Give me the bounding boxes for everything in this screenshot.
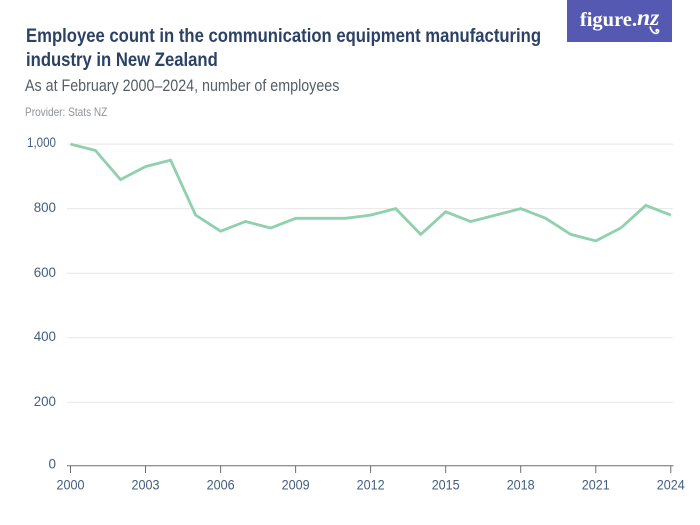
svg-text:2018: 2018: [507, 477, 535, 493]
svg-text:2012: 2012: [357, 477, 385, 493]
svg-text:2009: 2009: [282, 477, 310, 493]
svg-text:2024: 2024: [657, 477, 685, 493]
svg-text:600: 600: [34, 264, 57, 280]
svg-text:800: 800: [34, 199, 57, 215]
svg-text:2021: 2021: [582, 477, 610, 493]
svg-text:2003: 2003: [132, 477, 160, 493]
svg-text:0: 0: [49, 455, 57, 471]
svg-text:200: 200: [34, 393, 57, 409]
svg-text:1,000: 1,000: [27, 134, 56, 150]
svg-text:400: 400: [34, 328, 57, 344]
svg-text:2015: 2015: [432, 477, 460, 493]
svg-text:2000: 2000: [57, 477, 85, 493]
svg-text:2006: 2006: [207, 477, 235, 493]
